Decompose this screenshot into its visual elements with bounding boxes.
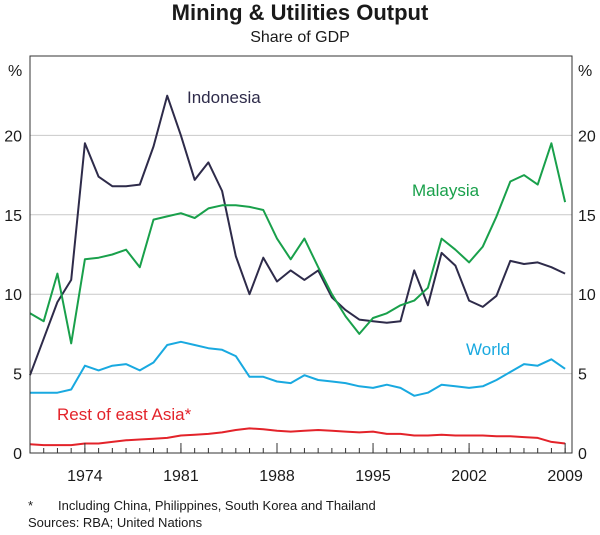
footnote-star: * [28, 498, 34, 513]
series-label-malaysia: Malaysia [412, 181, 480, 200]
x-tick-label: 2009 [547, 468, 583, 485]
plot-frame [29, 55, 573, 454]
footnote-sources: Sources: RBA; United Nations [28, 515, 203, 530]
y-unit-label-right: % [578, 63, 592, 80]
tick-labels: 0 0 5 5 10 10 15 15 20 20% % 1974 1981 1988 1995 2002 20… [4, 63, 596, 485]
x-tick-label: 1995 [355, 468, 391, 485]
y-tick-label-right: 15 [578, 208, 596, 225]
footnote-note: * Including China, Philippines, South Kor… [28, 498, 376, 513]
series-line-world [30, 340, 566, 397]
chart-subtitle: Share of GDP [250, 29, 350, 46]
y-tick-label-right: 5 [578, 367, 587, 384]
y-tick-label-left: 10 [4, 287, 22, 304]
y-tick-label-left: 5 [13, 367, 22, 384]
series-label-world: World [466, 340, 510, 359]
x-tick-label: 2002 [451, 468, 487, 485]
y-tick-label-right: 10 [578, 287, 596, 304]
gridlines [30, 134, 572, 375]
x-tick-label: 1981 [163, 468, 199, 485]
series-line-malaysia [29, 142, 567, 345]
x-tick-label: 1988 [259, 468, 295, 485]
series-label-indonesia: Indonesia [187, 88, 261, 107]
y-tick-label-right: 20 [578, 128, 596, 145]
y-tick-label-left: 15 [4, 208, 22, 225]
x-tick-label: 1974 [67, 468, 103, 485]
series-label-rest-of-east-asia: Rest of east Asia* [57, 405, 192, 424]
series-line-indonesia [29, 94, 566, 376]
y-tick-label-left: 20 [4, 128, 22, 145]
y-tick-label-left: 0 [13, 446, 22, 463]
chart-title: Mining & Utilities Output [171, 0, 429, 25]
y-unit-label-left: % [8, 63, 22, 80]
tick-marks [29, 443, 566, 453]
series-labels: Indonesia Malaysia World Rest of east Asia* [57, 88, 510, 424]
y-tick-label-right: 0 [578, 446, 587, 463]
footnote-text: Including China, Philippines, South Kore… [58, 498, 376, 513]
series-layer [29, 94, 567, 447]
series-line-rest-of-east-asia [29, 427, 566, 447]
